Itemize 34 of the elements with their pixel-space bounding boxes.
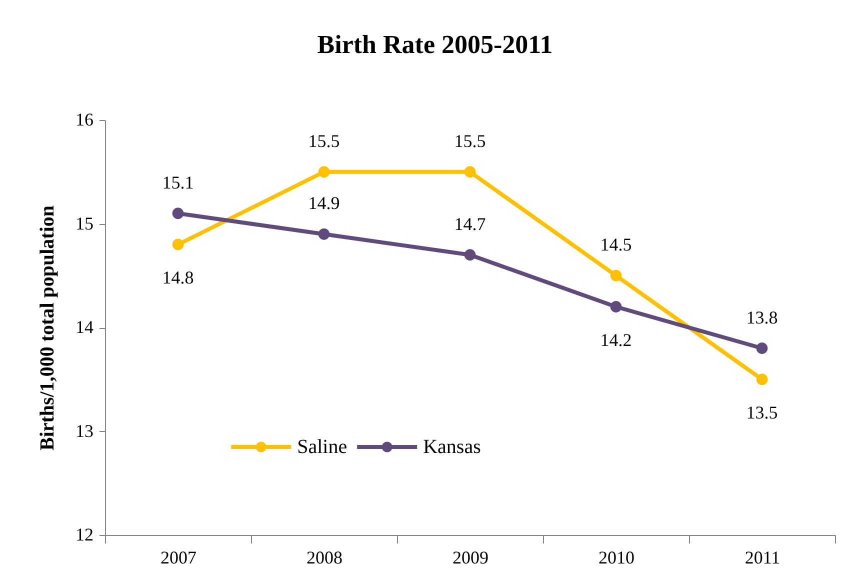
point bbox=[172, 208, 184, 220]
data-label: 15.1 bbox=[162, 172, 194, 192]
point bbox=[318, 166, 330, 178]
x-tick-label: 2009 bbox=[452, 548, 488, 568]
y-tick-label: 16 bbox=[76, 110, 94, 130]
data-label: 13.8 bbox=[746, 307, 778, 328]
point bbox=[464, 166, 476, 178]
chart-title: Birth Rate 2005-2011 bbox=[317, 30, 553, 59]
y-tick-label: 12 bbox=[76, 524, 94, 544]
data-label: 15.5 bbox=[308, 130, 340, 151]
x-tick-label: 2011 bbox=[744, 548, 780, 568]
point bbox=[172, 238, 184, 250]
y-tick-label: 13 bbox=[76, 420, 94, 441]
data-label: 14.2 bbox=[600, 330, 632, 350]
y-axis-title: Births/1,000 total population bbox=[36, 205, 58, 451]
data-label: 14.7 bbox=[454, 214, 486, 234]
x-tick-label: 2010 bbox=[598, 548, 634, 568]
y-tick-label: 14 bbox=[76, 317, 94, 337]
x-tick-label: 2008 bbox=[306, 548, 342, 568]
data-label: 13.5 bbox=[746, 402, 778, 422]
data-label: 14.8 bbox=[162, 268, 194, 288]
point bbox=[756, 342, 768, 354]
y-tick-label: 15 bbox=[76, 213, 94, 234]
point bbox=[318, 228, 330, 240]
x-tick-label: 2007 bbox=[160, 548, 196, 568]
legend-label: Kansas bbox=[423, 436, 482, 458]
data-label: 14.9 bbox=[308, 193, 340, 214]
data-label: 15.5 bbox=[454, 130, 486, 151]
point bbox=[464, 249, 476, 261]
point bbox=[610, 301, 622, 312]
point bbox=[756, 374, 768, 386]
point bbox=[610, 270, 622, 282]
data-label: 14.5 bbox=[600, 234, 632, 255]
legend-label: Saline bbox=[297, 436, 348, 458]
